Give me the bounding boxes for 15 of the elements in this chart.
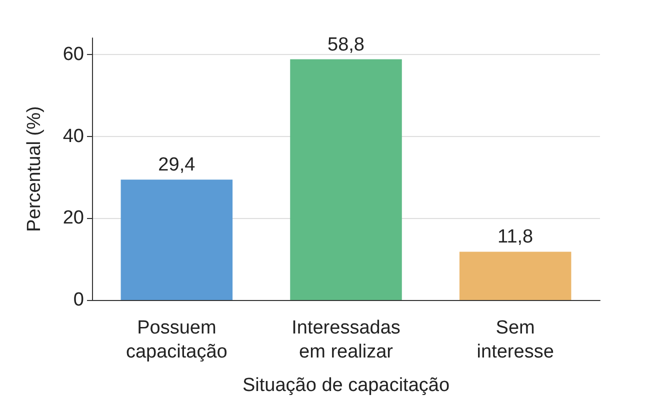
x-axis-title: Situação de capacitação xyxy=(242,375,450,396)
data-label: 58,8 xyxy=(328,34,364,56)
y-tick-label: 20 xyxy=(62,208,84,229)
y-tick-label: 60 xyxy=(62,44,84,65)
data-label: 11,8 xyxy=(498,226,534,248)
x-tick-label: Possuem capacitação xyxy=(126,318,228,362)
data-label: 29,4 xyxy=(158,154,196,176)
y-axis-title: Percentual (%) xyxy=(24,106,45,232)
bar xyxy=(459,252,572,300)
x-tick-label: Interessadas em realizar xyxy=(292,318,400,362)
bar xyxy=(290,59,402,300)
y-tick-label: 0 xyxy=(73,290,84,310)
x-tick-label: Sem interesse xyxy=(476,318,554,362)
bar xyxy=(120,180,233,300)
y-tick-label: 40 xyxy=(62,126,84,147)
